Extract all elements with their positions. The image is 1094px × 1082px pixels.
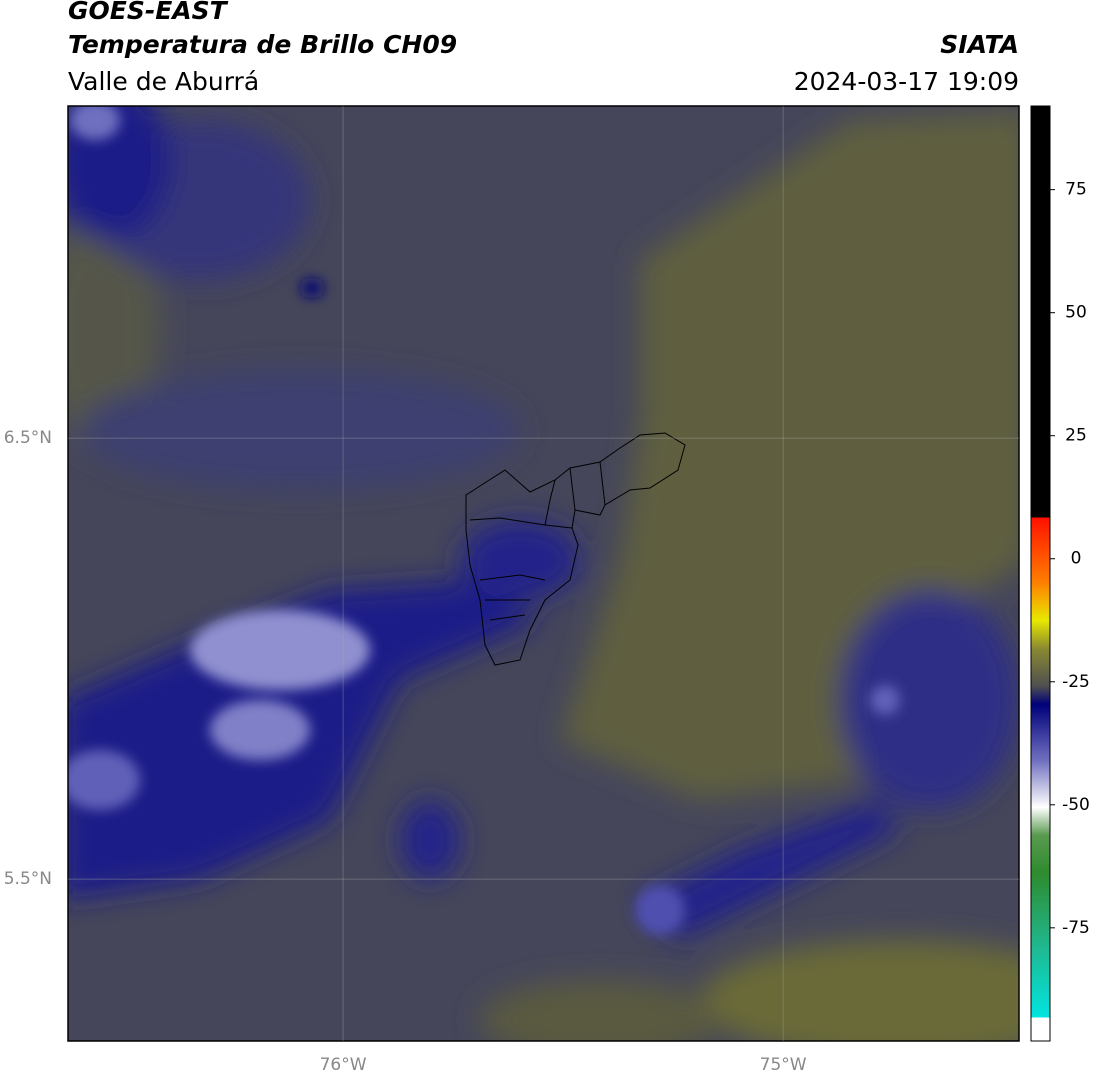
satellite-field	[68, 106, 1019, 1041]
y-tick-label: 5.5°N	[4, 869, 52, 889]
colorbar-tick-label: 75	[1065, 180, 1087, 200]
colorbar-tick-label: 0	[1071, 549, 1082, 569]
timestamp: 2024-03-17 19:09	[794, 67, 1019, 96]
municipality-borders	[465, 432, 686, 666]
subtitle: Temperatura de Brillo CH09	[68, 30, 457, 59]
colorbar-tick-label: -75	[1062, 918, 1090, 938]
colorbar	[1030, 105, 1051, 1042]
region: Valle de Aburrá	[68, 67, 259, 96]
colorbar-tick-label: -25	[1062, 672, 1090, 692]
y-tick-label: 6.5°N	[4, 428, 52, 448]
source: SIATA	[940, 30, 1019, 59]
x-tick-label: 76°W	[320, 1055, 367, 1075]
title: GOES-EAST	[68, 0, 229, 25]
x-tick-label: 75°W	[760, 1055, 807, 1075]
colorbar-tick-label: -50	[1062, 795, 1090, 815]
colorbar-tick-label: 50	[1065, 303, 1087, 323]
colorbar-tick-label: 25	[1065, 426, 1087, 446]
map-frame	[67, 105, 1020, 1042]
